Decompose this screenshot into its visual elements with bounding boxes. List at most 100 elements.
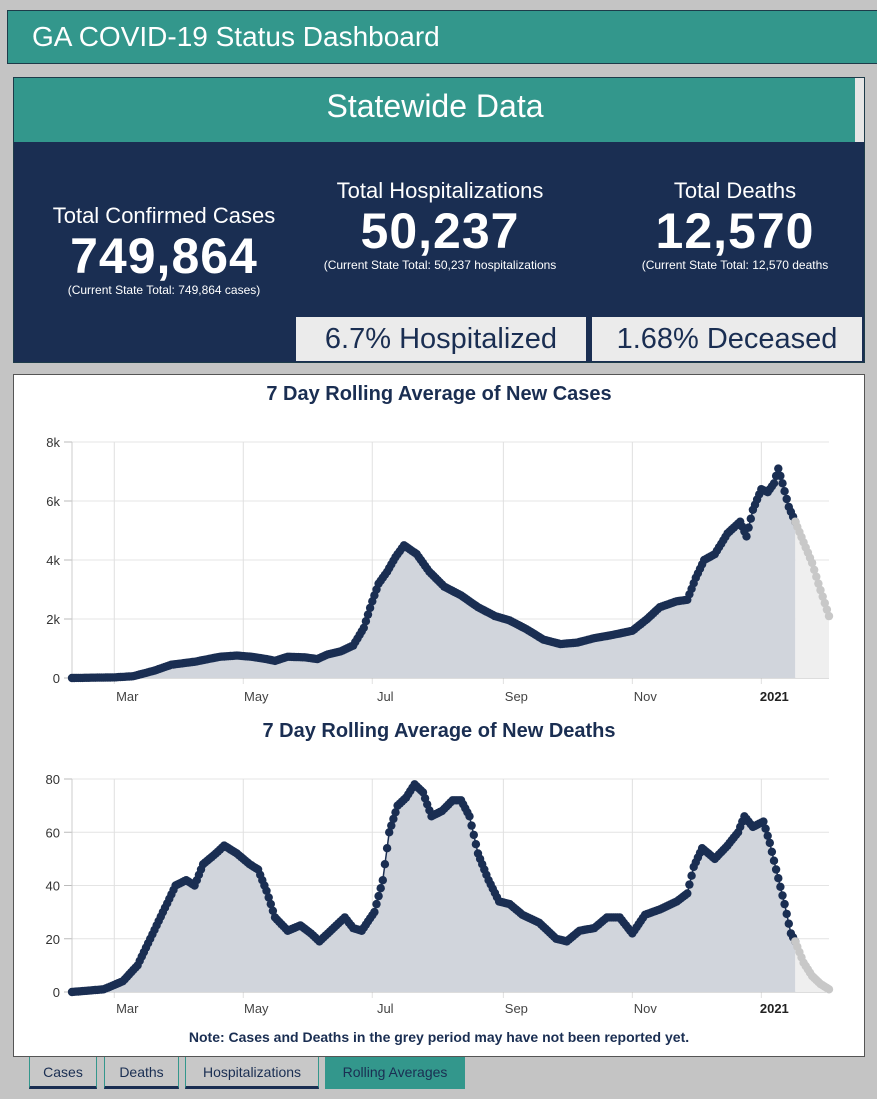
- deaths-chart-title: 7 Day Rolling Average of New Deaths: [262, 720, 616, 742]
- scrollbar[interactable]: [855, 78, 864, 142]
- stat-hosp-sub: (Current State Total: 50,237 hospitaliza…: [323, 258, 557, 272]
- data-point: [771, 865, 781, 874]
- stat-cases: Total Confirmed Cases 749,864 (Current S…: [34, 203, 294, 297]
- data-point: [471, 840, 481, 849]
- data-point: [687, 871, 696, 880]
- x-tick-label: Sep: [505, 689, 528, 704]
- data-point: [382, 844, 392, 853]
- x-tick-label: Jul: [377, 689, 394, 704]
- grey-period-area: [795, 941, 829, 992]
- data-point-unreported: [820, 598, 829, 608]
- x-tick-label: May: [244, 689, 269, 704]
- data-point: [372, 899, 381, 909]
- data-point: [778, 891, 787, 900]
- data-point: [380, 860, 390, 869]
- data-point-unreported: [818, 592, 827, 601]
- data-point-unreported: [824, 985, 834, 994]
- data-point-unreported: [807, 558, 817, 568]
- data-point: [363, 610, 373, 619]
- y-tick-label: 0: [53, 985, 60, 1000]
- data-point: [365, 603, 375, 613]
- data-point: [746, 514, 755, 523]
- stat-hosp-value: 50,237: [360, 203, 520, 259]
- data-point: [765, 838, 774, 848]
- data-point-unreported: [810, 565, 819, 574]
- deceased-pct-box: 1.68% Deceased: [592, 317, 862, 361]
- tab-rolling-averages[interactable]: Rolling Averages: [325, 1057, 465, 1089]
- data-point: [776, 471, 785, 481]
- data-point: [465, 812, 474, 821]
- deaths-chart: 0 20 40 60 80 Mar May Jul Sep Nov 2021: [46, 772, 834, 1016]
- data-point: [376, 884, 385, 893]
- data-point: [774, 874, 783, 883]
- stat-cases-value: 749,864: [70, 228, 258, 284]
- data-point-unreported: [812, 572, 821, 581]
- data-point: [767, 847, 777, 856]
- stat-hospitalizations: Total Hospitalizations 50,237 (Current S…: [304, 178, 576, 272]
- app-title: GA COVID-19 Status Dashboard: [32, 21, 440, 52]
- x-tick-label: 2021: [760, 689, 789, 704]
- x-tick-label: 2021: [760, 1001, 789, 1016]
- y-tick-label: 20: [46, 932, 60, 947]
- data-point: [763, 831, 772, 840]
- data-point: [780, 487, 789, 496]
- stat-deaths: Total Deaths 12,570 (Current State Total…: [604, 178, 866, 272]
- tab-deaths[interactable]: Deaths: [104, 1057, 179, 1089]
- data-point: [391, 808, 400, 817]
- stat-deaths-value: 12,570: [655, 203, 815, 259]
- data-point: [685, 880, 694, 889]
- data-point: [769, 856, 779, 865]
- y-tick-label: 8k: [46, 435, 60, 450]
- data-point: [262, 886, 271, 895]
- y-tick-label: 4k: [46, 553, 60, 568]
- data-point: [385, 828, 394, 837]
- stat-cases-sub: (Current State Total: 749,864 cases): [67, 283, 261, 297]
- x-tick-label: Nov: [634, 689, 658, 704]
- stat-hosp-label: Total Hospitalizations: [336, 178, 544, 203]
- data-point: [361, 617, 371, 626]
- x-tick-label: Mar: [116, 1001, 139, 1016]
- tab-hospitalizations[interactable]: Hospitalizations: [185, 1057, 319, 1089]
- y-tick-label: 40: [46, 879, 60, 894]
- data-point: [378, 876, 387, 885]
- grey-period-note: Note: Cases and Deaths in the grey perio…: [188, 1029, 690, 1045]
- series-area: [72, 784, 796, 992]
- data-point-unreported: [822, 605, 832, 614]
- stat-cases-label: Total Confirmed Cases: [52, 203, 276, 228]
- y-tick-label: 80: [46, 772, 60, 787]
- data-point: [769, 479, 779, 488]
- data-point: [782, 494, 791, 504]
- data-point: [389, 814, 398, 824]
- y-tick-label: 2k: [46, 612, 60, 627]
- data-point: [467, 821, 476, 830]
- y-tick-label: 6k: [46, 494, 60, 509]
- data-point: [782, 909, 791, 919]
- statewide-panel: Statewide Data Total Confirmed Cases 749…: [13, 77, 865, 363]
- data-point: [778, 479, 787, 488]
- series-area: [72, 468, 796, 678]
- app-header: GA COVID-19 Status Dashboard: [7, 10, 877, 64]
- data-point: [744, 523, 753, 532]
- data-point: [784, 919, 793, 928]
- data-point: [266, 899, 275, 909]
- grey-period-area: [795, 521, 829, 678]
- x-tick-label: Jul: [377, 1001, 394, 1016]
- cases-chart: 0 2k 4k 6k 8k Mar May Jul Sep Nov 2021: [46, 435, 834, 704]
- tab-cases[interactable]: Cases: [29, 1057, 97, 1089]
- x-tick-label: Sep: [505, 1001, 528, 1016]
- data-point: [469, 830, 478, 840]
- data-point: [742, 532, 751, 541]
- data-point-unreported: [816, 585, 825, 595]
- x-tick-label: May: [244, 1001, 269, 1016]
- data-point: [774, 464, 783, 473]
- data-point: [759, 817, 768, 826]
- y-tick-label: 0: [53, 671, 60, 686]
- x-tick-label: Nov: [634, 1001, 658, 1016]
- data-point: [374, 891, 383, 901]
- stat-deaths-label: Total Deaths: [673, 178, 797, 203]
- statewide-header: Statewide Data: [14, 78, 856, 142]
- cases-chart-title: 7 Day Rolling Average of New Cases: [266, 383, 612, 405]
- data-point: [359, 623, 368, 632]
- data-point: [264, 893, 273, 902]
- data-point: [387, 821, 396, 830]
